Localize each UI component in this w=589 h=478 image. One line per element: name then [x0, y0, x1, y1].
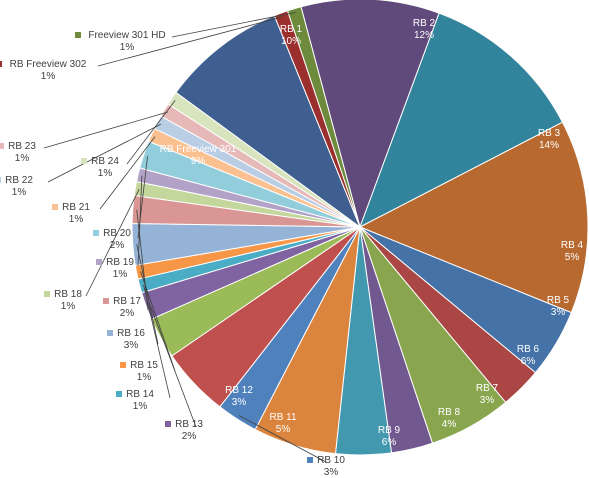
slice-label-rb-freeview-301: RB Freeview 301: [160, 144, 237, 155]
slice-label-rb-7: RB 7: [476, 383, 499, 394]
slice-label-rb-1: RB 1: [280, 24, 303, 35]
slice-label-rb-2: RB 2: [413, 18, 436, 29]
slice-label-rb-14: RB 14: [126, 389, 154, 400]
label-swatch-rb-10: [307, 457, 313, 463]
label-swatch-rb-18: [44, 291, 50, 297]
slice-value-rb-14: 1%: [133, 401, 148, 412]
label-swatch-rb-19: [96, 259, 102, 265]
pie-slices: [131, 0, 589, 456]
slice-value-rb-1: 10%: [281, 36, 301, 47]
label-swatch-rb-freeview-302: [0, 61, 2, 67]
label-swatch-rb-14: [116, 391, 122, 397]
pie-slice-rb-1: [300, 0, 440, 229]
slice-label-rb-10: RB 10: [317, 455, 345, 466]
slice-label-rb-18: RB 18: [54, 289, 82, 300]
slice-value-rb-6: 6%: [521, 356, 536, 367]
label-swatch-rb-20: [93, 230, 99, 236]
slice-value-rb-freeview-301: 9%: [191, 156, 206, 167]
slice-label-rb-20: RB 20: [103, 228, 131, 239]
slice-label-rb-23: RB 23: [8, 141, 36, 152]
slice-label-rb-16: RB 16: [117, 328, 145, 339]
slice-value-rb-16: 3%: [124, 340, 139, 351]
slice-label-rb-9: RB 9: [378, 425, 401, 436]
slice-value-rb-21: 1%: [69, 214, 84, 225]
slice-value-rb-12: 3%: [232, 397, 247, 408]
leader-line-rb-10: [239, 415, 327, 463]
slice-label-rb-17: RB 17: [113, 296, 141, 307]
leader-line-rb-freeview-302: [97, 16, 283, 67]
slice-value-rb-11: 5%: [276, 424, 291, 435]
label-swatch-rb-16: [107, 330, 113, 336]
slice-value-rb-2: 12%: [414, 30, 434, 41]
slice-label-rb-24: RB 24: [91, 156, 119, 167]
label-swatch-rb-21: [52, 204, 58, 210]
label-swatch-rb-24: [81, 158, 87, 164]
slice-value-rb-5: 3%: [551, 307, 566, 318]
slice-labels: RB 110%RB 212%RB 314%RB 45%RB 53%RB 66%R…: [0, 18, 584, 478]
slice-value-rb-19: 1%: [113, 269, 128, 280]
slice-value-rb-15: 1%: [137, 372, 152, 383]
slice-label-rb-8: RB 8: [438, 407, 461, 418]
slice-label-rb-15: RB 15: [130, 360, 158, 371]
label-swatch-freeview-301-hd: [75, 32, 81, 38]
label-swatch-rb-17: [103, 298, 109, 304]
leader-line-rb-22: [47, 123, 162, 183]
slice-value-rb-9: 6%: [382, 437, 397, 448]
slice-value-rb-10: 3%: [324, 467, 339, 478]
label-swatch-rb-13: [165, 421, 171, 427]
leader-lines: [43, 12, 327, 463]
leader-line-rb-21: [99, 136, 156, 210]
leader-line-rb-14: [143, 284, 171, 399]
slice-value-rb-7: 3%: [480, 395, 495, 406]
slice-label-rb-5: RB 5: [547, 295, 570, 306]
slice-label-rb-freeview-302: RB Freeview 302: [10, 59, 87, 70]
slice-label-rb-13: RB 13: [175, 419, 203, 430]
slice-value-freeview-301-hd: 1%: [120, 42, 135, 53]
pie-slice-rb-3: [358, 121, 589, 314]
label-swatch-rb-23: [0, 143, 4, 149]
slice-label-rb-6: RB 6: [517, 344, 540, 355]
leader-line-rb-24: [126, 100, 176, 165]
slice-value-rb-4: 5%: [565, 252, 580, 263]
slice-value-rb-22: 1%: [12, 187, 27, 198]
slice-label-rb-19: RB 19: [106, 257, 134, 268]
pie-slice-freeview-301-hd: [286, 6, 361, 228]
leader-line-rb-18: [85, 189, 140, 297]
leader-line-rb-23: [43, 111, 168, 149]
slice-label-rb-21: RB 21: [62, 202, 90, 213]
pie-slice-rb-2: [359, 12, 564, 229]
slice-value-rb-24: 1%: [98, 168, 113, 179]
slice-value-rb-20: 2%: [110, 240, 125, 251]
slice-label-rb-4: RB 4: [561, 240, 584, 251]
leader-line-rb-17: [136, 209, 149, 311]
slice-label-freeview-301-hd: Freeview 301 HD: [88, 30, 165, 41]
slice-value-rb-23: 1%: [15, 153, 30, 164]
slice-value-rb-18: 1%: [61, 301, 76, 312]
slice-label-rb-22: RB 22: [5, 175, 33, 186]
slice-label-rb-12: RB 12: [225, 385, 253, 396]
slice-value-rb-13: 2%: [182, 431, 197, 442]
leader-line-rb-16: [136, 244, 159, 345]
slice-value-rb-17: 2%: [120, 308, 135, 319]
label-swatch-rb-22: [0, 177, 1, 183]
slice-value-rb-3: 14%: [539, 140, 559, 151]
leader-line-rb-20: [137, 155, 148, 239]
slice-value-rb-8: 4%: [442, 419, 457, 430]
slice-label-rb-3: RB 3: [538, 128, 561, 139]
slice-label-rb-11: RB 11: [269, 412, 296, 423]
label-swatch-rb-15: [120, 362, 126, 368]
slice-value-rb-freeview-302: 1%: [41, 71, 56, 82]
leader-line-freeview-301-hd: [171, 12, 296, 38]
